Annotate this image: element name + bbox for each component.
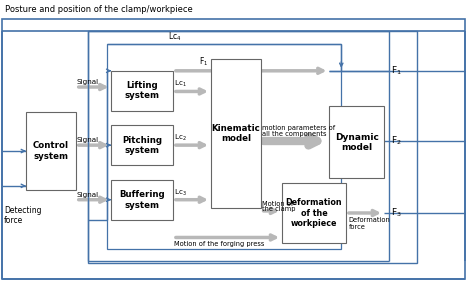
Text: motion parameters of: motion parameters of — [262, 125, 335, 131]
Text: Control
system: Control system — [33, 142, 69, 161]
FancyBboxPatch shape — [111, 125, 173, 165]
Text: Deformation
force: Deformation force — [348, 217, 390, 230]
Text: all the components: all the components — [262, 131, 326, 137]
Text: Detecting
force: Detecting force — [4, 206, 41, 225]
Text: Motion of: Motion of — [262, 201, 293, 206]
Text: Lifting
system: Lifting system — [125, 81, 160, 100]
Text: Lc$_2$: Lc$_2$ — [174, 133, 187, 143]
Text: Motion of the forging press: Motion of the forging press — [174, 241, 265, 247]
Text: the clamp: the clamp — [262, 206, 295, 212]
Text: Kinematic
model: Kinematic model — [211, 124, 260, 143]
Text: Signal: Signal — [77, 137, 99, 143]
Text: Lc$_1$: Lc$_1$ — [174, 79, 187, 89]
Text: Signal: Signal — [77, 79, 99, 85]
FancyBboxPatch shape — [111, 180, 173, 220]
Text: Dynamic
model: Dynamic model — [335, 133, 379, 152]
FancyBboxPatch shape — [111, 71, 173, 111]
Text: F$_3$: F$_3$ — [391, 207, 402, 219]
Text: Posture and position of the clamp/workpiece: Posture and position of the clamp/workpi… — [5, 5, 192, 14]
Text: F$_1$: F$_1$ — [199, 56, 209, 68]
Text: Lc$_3$: Lc$_3$ — [174, 187, 187, 198]
Text: Signal: Signal — [77, 192, 99, 198]
Text: Lc$_4$: Lc$_4$ — [168, 30, 182, 43]
FancyBboxPatch shape — [211, 59, 261, 208]
FancyBboxPatch shape — [329, 106, 384, 178]
Text: Pitching
system: Pitching system — [122, 136, 162, 155]
Text: F$_1$: F$_1$ — [391, 65, 402, 77]
FancyBboxPatch shape — [26, 112, 76, 190]
Text: Deformation
of the
workpiece: Deformation of the workpiece — [286, 198, 342, 228]
Text: Buffering
system: Buffering system — [119, 190, 165, 209]
Text: F$_2$: F$_2$ — [391, 135, 402, 147]
FancyBboxPatch shape — [282, 183, 346, 243]
